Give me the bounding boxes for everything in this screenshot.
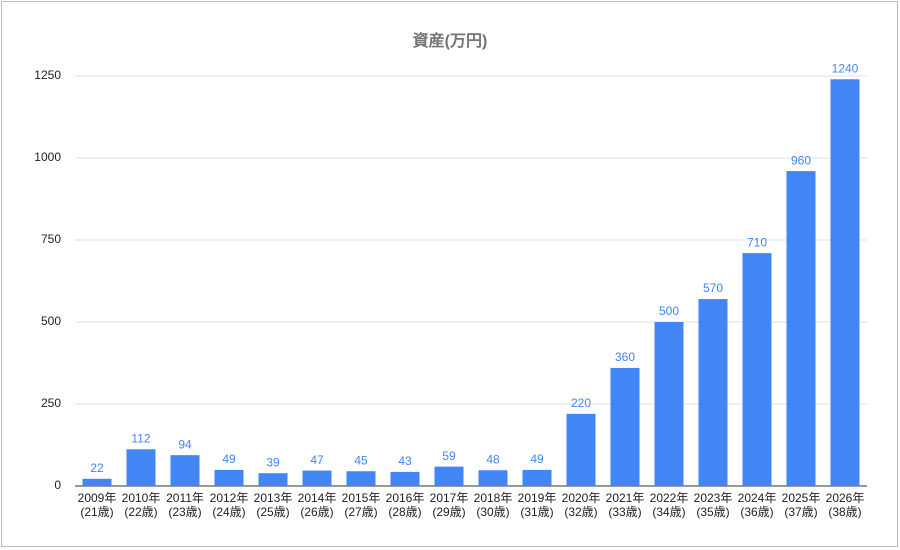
y-tick-label: 1000: [34, 150, 61, 164]
bar: [214, 469, 244, 486]
x-tick-label: (25歳): [256, 505, 289, 519]
x-tick-label: 2019年: [518, 491, 557, 505]
value-label: 48: [486, 452, 500, 466]
value-label: 220: [571, 396, 591, 410]
bar: [610, 367, 640, 486]
x-tick-label: 2017年: [430, 491, 469, 505]
x-tick-label: (30歳): [476, 505, 509, 519]
x-tick-label: 2013年: [254, 491, 293, 505]
x-tick-label: 2011年: [166, 491, 204, 505]
bar: [258, 473, 288, 486]
x-tick-label: (37歳): [784, 505, 817, 519]
x-tick-label: (27歳): [344, 505, 377, 519]
y-tick-label: 750: [41, 232, 61, 246]
x-tick-label: (35歳): [696, 505, 729, 519]
bar: [786, 171, 816, 486]
value-label: 47: [310, 453, 324, 467]
x-tick-label: 2009年: [78, 491, 117, 505]
x-tick-label: (21歳): [80, 505, 113, 519]
x-tick-label: (26歳): [300, 505, 333, 519]
x-tick-label: (32歳): [564, 505, 597, 519]
x-tick-label: 2014年: [298, 491, 337, 505]
x-tick-label: (28歳): [388, 505, 421, 519]
bar: [170, 455, 200, 486]
x-tick-label: (36歳): [740, 505, 773, 519]
value-label: 49: [530, 452, 544, 466]
x-tick-label: (34歳): [652, 505, 685, 519]
value-label: 45: [354, 453, 368, 467]
bar: [698, 299, 728, 486]
x-tick-label: (22歳): [124, 505, 157, 519]
y-tick-label: 250: [41, 396, 61, 410]
x-tick-label: 2021年: [606, 491, 645, 505]
value-label: 43: [398, 454, 412, 468]
x-tick-label: (24歳): [212, 505, 245, 519]
value-label: 710: [747, 235, 767, 249]
value-label: 960: [791, 153, 811, 167]
bar: [830, 79, 860, 486]
y-tick-label: 0: [54, 478, 61, 492]
bar: [522, 469, 552, 486]
y-tick-label: 500: [41, 314, 61, 328]
value-label: 59: [442, 449, 456, 463]
value-label: 360: [615, 350, 635, 364]
value-label: 49: [222, 452, 236, 466]
bar: [346, 471, 376, 486]
value-label: 1240: [832, 61, 859, 75]
bar: [126, 449, 156, 486]
bar: [654, 322, 684, 486]
value-label: 570: [703, 281, 723, 295]
x-tick-label: 2020年: [562, 491, 601, 505]
bar: [434, 466, 464, 486]
x-tick-label: (33歳): [608, 505, 641, 519]
x-tick-label: 2025年: [782, 491, 821, 505]
x-tick-label: (23歳): [168, 505, 201, 519]
y-tick-label: 1250: [34, 68, 61, 82]
x-tick-label: 2026年: [826, 491, 865, 505]
bar: [390, 471, 420, 486]
x-tick-label: 2018年: [474, 491, 513, 505]
x-tick-label: 2010年: [122, 491, 161, 505]
bar: [566, 413, 596, 486]
value-label: 22: [90, 461, 104, 475]
x-tick-label: 2012年: [210, 491, 249, 505]
chart-title: 資産(万円): [413, 31, 488, 50]
bar: [478, 470, 508, 486]
x-tick-label: 2015年: [342, 491, 381, 505]
value-label: 94: [178, 437, 192, 451]
x-tick-label: 2022年: [650, 491, 689, 505]
value-label: 500: [659, 304, 679, 318]
x-tick-label: (31歳): [520, 505, 553, 519]
value-label: 39: [266, 455, 280, 469]
x-tick-label: (29歳): [432, 505, 465, 519]
x-tick-label: 2016年: [386, 491, 425, 505]
value-label: 112: [131, 431, 150, 445]
x-tick-label: 2023年: [694, 491, 733, 505]
bar: [742, 253, 772, 486]
bar: [82, 478, 112, 486]
x-tick-label: (38歳): [828, 505, 861, 519]
x-tick-label: 2024年: [738, 491, 777, 505]
bar: [302, 470, 332, 486]
